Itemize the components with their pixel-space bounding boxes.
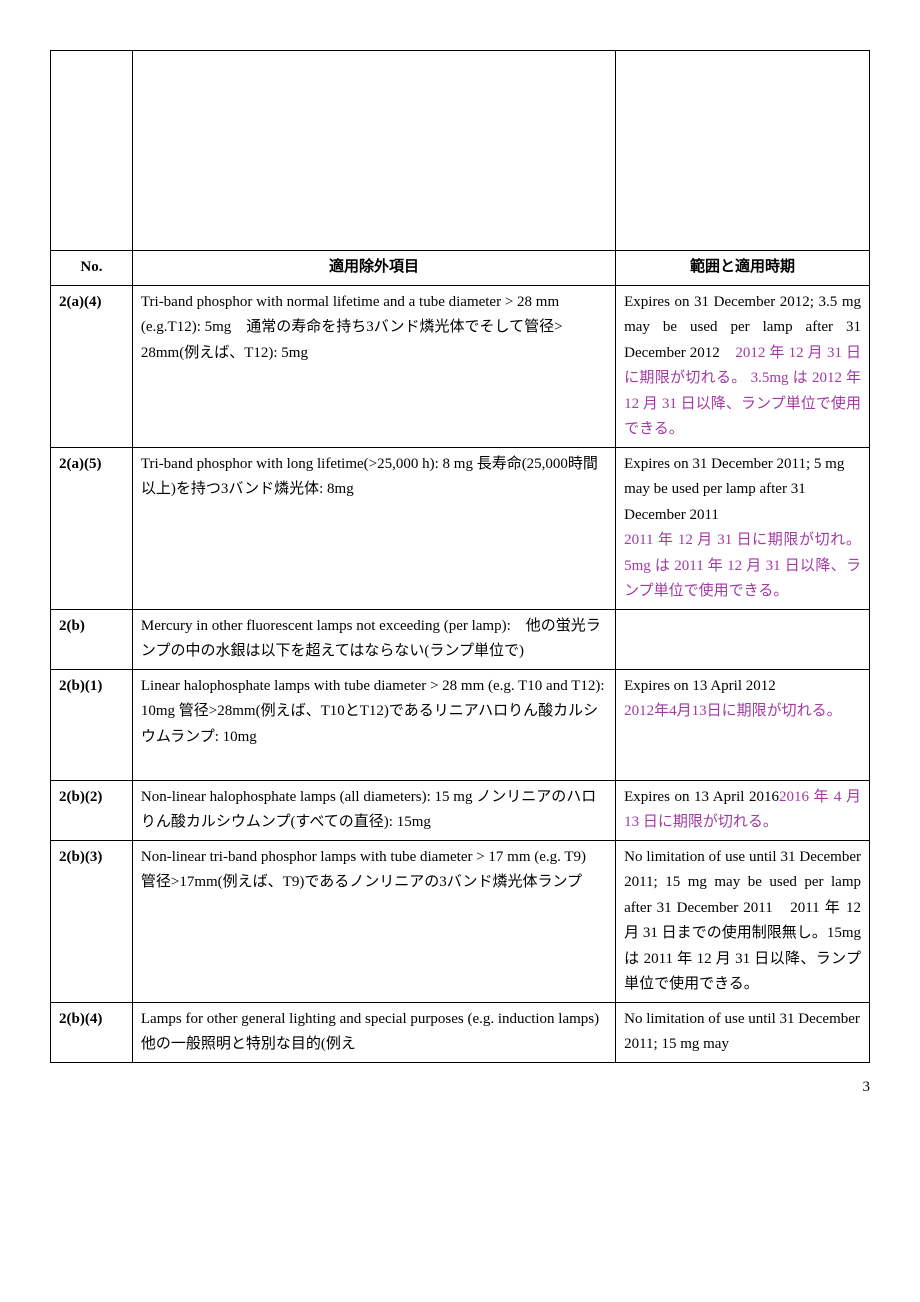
- row-scope: Expires on 13 April 2012 2012年4月13日に期限が切れ…: [616, 669, 870, 780]
- row-exemption: Mercury in other fluorescent lamps not e…: [132, 609, 615, 669]
- row-scope: Expires on 31 December 2012; 3.5 mg may …: [616, 285, 870, 447]
- header-scope: 範囲と適用時期: [616, 251, 870, 286]
- row-exemption: Tri-band phosphor with normal lifetime a…: [132, 285, 615, 447]
- table-row: 2(a)(5)Tri-band phosphor with long lifet…: [51, 447, 870, 609]
- scope-text: Expires on 31 December 2011; 5 mg may be…: [624, 456, 844, 523]
- scope-highlight: 2011 年 12 月 31 日に期限が切れ。 5mg は 2011 年 12 …: [624, 528, 861, 605]
- header-exemption: 適用除外項目: [132, 251, 615, 286]
- row-exemption: Linear halophosphate lamps with tube dia…: [132, 669, 615, 780]
- table-row: 2(b)Mercury in other fluorescent lamps n…: [51, 609, 870, 669]
- table-row: 2(b)(2)Non-linear halophosphate lamps (a…: [51, 780, 870, 840]
- table-row: 2(b)(1)Linear halophosphate lamps with t…: [51, 669, 870, 780]
- row-scope: [616, 609, 870, 669]
- spacer-cell: [132, 51, 615, 251]
- exemption-table: No. 適用除外項目 範囲と適用時期 2(a)(4)Tri-band phosp…: [50, 50, 870, 1063]
- row-scope: No limitation of use until 31 December 2…: [616, 1002, 870, 1062]
- row-exemption: Lamps for other general lighting and spe…: [132, 1002, 615, 1062]
- row-exemption: Non-linear halophosphate lamps (all diam…: [132, 780, 615, 840]
- table-body: No. 適用除外項目 範囲と適用時期 2(a)(4)Tri-band phosp…: [51, 51, 870, 1063]
- row-no: 2(a)(4): [51, 285, 133, 447]
- table-row: 2(b)(4)Lamps for other general lighting …: [51, 1002, 870, 1062]
- row-exemption: Non-linear tri-band phosphor lamps with …: [132, 840, 615, 1002]
- page-number: 3: [50, 1075, 870, 1101]
- spacer-cell: [51, 51, 133, 251]
- table-row: 2(a)(4)Tri-band phosphor with normal lif…: [51, 285, 870, 447]
- spacer-row: [51, 51, 870, 251]
- row-scope: No limitation of use until 31 December 2…: [616, 840, 870, 1002]
- scope-text: No limitation of use until 31 December 2…: [624, 1011, 860, 1053]
- row-no: 2(b)(3): [51, 840, 133, 1002]
- row-no: 2(a)(5): [51, 447, 133, 609]
- scope-text: No limitation of use until 31 December 2…: [624, 849, 861, 993]
- table-row: 2(b)(3)Non-linear tri-band phosphor lamp…: [51, 840, 870, 1002]
- scope-highlight: 2012年4月13日に期限が切れる。: [624, 703, 842, 719]
- row-scope: Expires on 31 December 2011; 5 mg may be…: [616, 447, 870, 609]
- row-no: 2(b): [51, 609, 133, 669]
- row-scope: Expires on 13 April 20162016 年 4 月 13 日に…: [616, 780, 870, 840]
- spacer-cell: [616, 51, 870, 251]
- scope-text: Expires on 13 April 2016: [624, 789, 779, 805]
- row-no: 2(b)(1): [51, 669, 133, 780]
- row-no: 2(b)(2): [51, 780, 133, 840]
- scope-text: Expires on 13 April 2012: [624, 678, 776, 694]
- header-no: No.: [51, 251, 133, 286]
- header-row: No. 適用除外項目 範囲と適用時期: [51, 251, 870, 286]
- row-exemption: Tri-band phosphor with long lifetime(>25…: [132, 447, 615, 609]
- row-no: 2(b)(4): [51, 1002, 133, 1062]
